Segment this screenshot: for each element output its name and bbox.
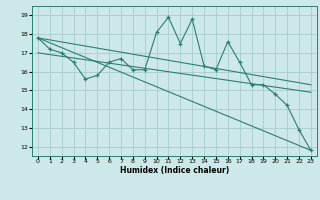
X-axis label: Humidex (Indice chaleur): Humidex (Indice chaleur) — [120, 166, 229, 175]
